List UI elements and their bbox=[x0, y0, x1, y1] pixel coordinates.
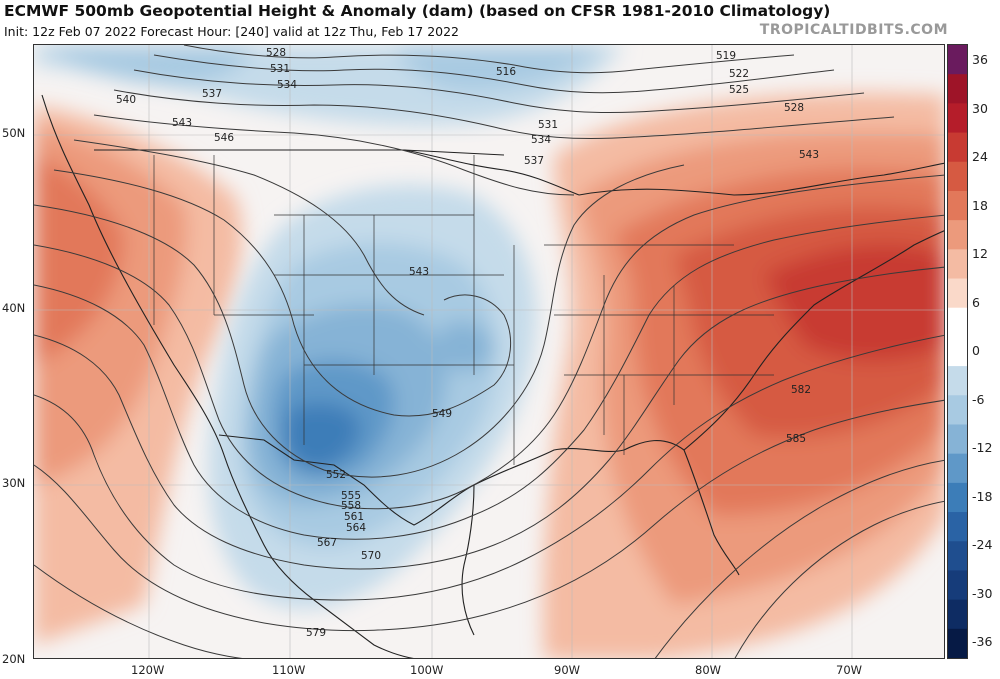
colorbar-swatch bbox=[948, 628, 967, 658]
lat-label-30n: 30N bbox=[2, 476, 26, 490]
colorbar-swatch bbox=[948, 453, 967, 484]
colorbar-tick-label: 0 bbox=[972, 343, 980, 358]
contour-label: 582 bbox=[791, 384, 811, 396]
colorbar-tick-label: -12 bbox=[972, 440, 993, 455]
contour-label: 564 bbox=[346, 522, 366, 534]
brand-watermark[interactable]: TROPICALTIDBITS.COM bbox=[759, 22, 948, 38]
colorbar-swatch bbox=[948, 395, 967, 425]
contour-label: 519 bbox=[716, 50, 736, 62]
contour-label: 555 bbox=[341, 490, 361, 502]
contour-label: 561 bbox=[344, 511, 364, 523]
contour-label: 546 bbox=[214, 132, 234, 144]
colorbar-swatch bbox=[948, 599, 967, 630]
contour-label: 549 bbox=[432, 408, 452, 420]
colorbar-swatch bbox=[948, 482, 967, 513]
contour-label: 522 bbox=[729, 68, 749, 80]
contour-label: 543 bbox=[409, 266, 429, 278]
colorbar-swatch bbox=[948, 366, 967, 396]
map-title: ECMWF 500mb Geopotential Height & Anomal… bbox=[4, 2, 831, 20]
colorbar-swatch bbox=[948, 512, 967, 542]
colorbar-swatch bbox=[948, 103, 967, 134]
contour-label: 579 bbox=[306, 627, 326, 639]
colorbar-tick-label: -24 bbox=[972, 537, 993, 552]
contour-label: 543 bbox=[172, 117, 192, 129]
colorbar-swatch bbox=[948, 161, 967, 192]
colorbar-tick-label: -18 bbox=[972, 488, 993, 504]
colorbar-swatch bbox=[948, 190, 967, 221]
colorbar-tick-label: -36 bbox=[972, 634, 993, 649]
map-canvas: 528 531 534 537 540 543 546 516 519 522 … bbox=[34, 45, 944, 658]
colorbar-swatch bbox=[948, 570, 967, 601]
colorbar-tick-label: 24 bbox=[972, 149, 988, 164]
contour-label: 534 bbox=[277, 79, 297, 91]
contour-label: 534 bbox=[531, 134, 551, 146]
lat-label-40n: 40N bbox=[2, 301, 26, 315]
coastlines-borders bbox=[41, 94, 944, 658]
anomaly-map: 528 531 534 537 540 543 546 516 519 522 … bbox=[33, 44, 945, 659]
lon-label-90w: 90W bbox=[554, 663, 581, 677]
warm-anomaly-west bbox=[34, 105, 243, 645]
colorbar-swatches bbox=[948, 45, 967, 658]
colorbar-swatch bbox=[948, 541, 967, 571]
contour-label: 558 bbox=[341, 500, 361, 512]
lon-label-100w: 100W bbox=[410, 663, 444, 677]
colorbar-swatch bbox=[948, 220, 967, 250]
colorbar-tick-label: 12 bbox=[972, 246, 988, 261]
colorbar-swatch bbox=[948, 132, 967, 163]
contour-label: 531 bbox=[270, 63, 290, 75]
colorbar-swatch bbox=[948, 307, 967, 338]
contour-label: 525 bbox=[729, 84, 749, 96]
contour-label: 528 bbox=[266, 47, 286, 59]
contour-label: 540 bbox=[116, 94, 136, 106]
contour-label: 585 bbox=[786, 433, 806, 445]
graticule bbox=[34, 45, 944, 658]
colorbar bbox=[947, 44, 968, 659]
contour-label: 543 bbox=[799, 149, 819, 161]
contour-label: 528 bbox=[784, 102, 804, 114]
cold-anomaly-trough bbox=[208, 185, 537, 609]
colorbar-swatch bbox=[948, 74, 967, 104]
lon-label-110w: 110W bbox=[272, 663, 306, 677]
lon-label-70w: 70W bbox=[836, 663, 863, 677]
colorbar-swatch bbox=[948, 278, 967, 309]
contour-label: 537 bbox=[524, 155, 544, 167]
colorbar-tick-label: 36 bbox=[972, 52, 988, 67]
colorbar-tick-label: 6 bbox=[972, 294, 980, 310]
colorbar-swatch bbox=[948, 336, 967, 367]
colorbar-swatch bbox=[948, 45, 967, 75]
state-lines bbox=[153, 155, 774, 465]
map-subtitle: Init: 12z Feb 07 2022 Forecast Hour: [24… bbox=[4, 24, 460, 39]
colorbar-tick-label: -30 bbox=[972, 585, 993, 601]
contour-label: 567 bbox=[317, 537, 337, 549]
colorbar-tick-label: 30 bbox=[972, 100, 988, 116]
lat-label-50n: 50N bbox=[2, 126, 26, 140]
contour-label: 570 bbox=[361, 550, 381, 562]
colorbar-tick-label: 18 bbox=[972, 197, 988, 213]
lat-label-20n: 20N bbox=[2, 652, 26, 666]
warm-anomaly-east bbox=[543, 93, 944, 658]
contour-label: 552 bbox=[326, 469, 346, 481]
height-contours bbox=[34, 45, 944, 658]
contour-label: 516 bbox=[496, 66, 516, 78]
colorbar-swatch bbox=[948, 249, 967, 280]
contour-label: 531 bbox=[538, 119, 558, 131]
lon-label-80w: 80W bbox=[695, 663, 722, 677]
lon-label-120w: 120W bbox=[131, 663, 165, 677]
contour-labels: 528 531 534 537 540 543 546 516 519 522 … bbox=[116, 47, 819, 639]
contour-label: 537 bbox=[202, 88, 222, 100]
colorbar-swatch bbox=[948, 424, 967, 455]
colorbar-tick-label: -6 bbox=[972, 391, 985, 407]
